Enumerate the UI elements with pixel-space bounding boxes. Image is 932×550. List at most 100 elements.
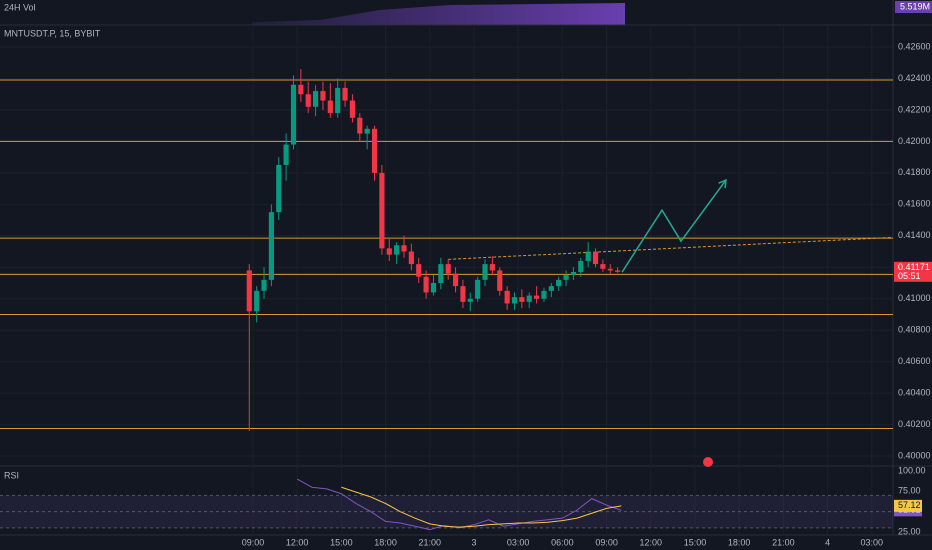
event-icon[interactable] — [703, 457, 713, 467]
candle-body — [460, 286, 466, 302]
candle-body — [526, 295, 532, 302]
candle-body — [600, 264, 606, 269]
y-tick-label: 0.41400 — [898, 230, 931, 240]
candle-body — [607, 268, 613, 271]
x-tick-label: 03:00 — [861, 537, 884, 547]
candle-body — [276, 165, 282, 213]
candle-body — [592, 251, 599, 265]
candle-body — [438, 264, 444, 283]
forecast-arrow — [621, 179, 727, 273]
y-tick-label: 0.42600 — [898, 41, 931, 51]
candle-body — [261, 279, 267, 291]
candle-body — [327, 100, 333, 114]
candle-body — [548, 286, 554, 291]
y-tick-label: 0.41800 — [898, 167, 931, 177]
candle-body — [357, 117, 363, 134]
x-tick-label: 15:00 — [330, 537, 353, 547]
x-tick-label: 15:00 — [684, 537, 707, 547]
last-price: 0.41171 — [898, 262, 930, 272]
rsi-tick-label: 75.00 — [898, 486, 921, 496]
rsi-title: RSI — [4, 470, 19, 480]
candle-body — [290, 84, 297, 145]
y-tick-label: 0.40600 — [898, 356, 931, 366]
candle-body — [298, 84, 304, 95]
candle-body — [371, 128, 378, 173]
volume-title: 24H Vol — [4, 2, 36, 12]
candle-body — [489, 264, 495, 271]
candle-body — [585, 251, 591, 261]
candle-body — [615, 270, 621, 272]
candle-body — [452, 273, 459, 287]
volume-badge — [895, 1, 932, 13]
candle-body — [578, 260, 584, 272]
candle-body — [335, 87, 341, 114]
y-tick-label: 0.41000 — [898, 293, 931, 303]
y-tick-label: 0.40800 — [898, 325, 931, 335]
y-tick-label: 0.41600 — [898, 199, 931, 209]
y-tick-label: 0.40200 — [898, 419, 931, 429]
candle-body — [349, 100, 356, 118]
candle-body — [283, 144, 289, 166]
candle-body — [320, 91, 326, 101]
candle-body — [445, 264, 451, 274]
candle-body — [556, 279, 562, 287]
x-tick-label: 3 — [471, 537, 476, 547]
candle-body — [386, 248, 392, 255]
y-tick-label: 0.40000 — [898, 450, 931, 460]
volume-histogram — [252, 3, 625, 25]
candle-body — [364, 128, 370, 134]
candle-body — [254, 290, 260, 312]
candle-body — [401, 245, 407, 252]
candle-body — [430, 282, 437, 293]
candle-body — [423, 276, 429, 293]
x-tick-label: 18:00 — [374, 537, 397, 547]
trend-line — [448, 236, 893, 260]
candle-body — [497, 270, 503, 291]
price-badge — [894, 261, 932, 282]
y-tick-label: 0.40400 — [898, 387, 931, 397]
candle-body — [246, 270, 252, 312]
x-tick-label: 06:00 — [551, 537, 574, 547]
volume-value: 5.519M — [900, 1, 930, 11]
x-tick-label: 4 — [825, 537, 830, 547]
x-tick-label: 12:00 — [640, 537, 663, 547]
chart-title: MNTUSDT.P, 15, BYBIT — [4, 28, 101, 38]
rsi-line — [296, 478, 622, 531]
rsi-tick-label: 100.00 — [898, 465, 926, 475]
y-tick-label: 0.42400 — [898, 73, 931, 83]
candle-body — [313, 91, 319, 107]
countdown: 05:51 — [898, 271, 921, 281]
candle-body — [475, 279, 481, 299]
y-tick-label: 0.42200 — [898, 104, 931, 114]
candle-body — [342, 87, 348, 101]
y-tick-label: 0.42000 — [898, 136, 931, 146]
x-tick-label: 09:00 — [242, 537, 265, 547]
candle-body — [268, 212, 274, 280]
x-tick-label: 21:00 — [419, 537, 442, 547]
candle-body — [570, 271, 577, 276]
candle-body — [482, 264, 488, 280]
x-tick-label: 18:00 — [728, 537, 751, 547]
candle-body — [408, 251, 414, 265]
x-tick-label: 03:00 — [507, 537, 530, 547]
candle-body — [534, 295, 540, 299]
rsi-tick-label: 25.00 — [898, 526, 921, 536]
plot-layer — [0, 25, 893, 535]
candle-body — [541, 290, 547, 299]
rsi-last: 57.12 — [898, 500, 921, 510]
arrow-head — [718, 178, 727, 189]
candle-body — [504, 290, 510, 304]
x-tick-label: 12:00 — [286, 537, 309, 547]
candle-body — [511, 297, 518, 304]
rsi-badge — [894, 499, 922, 512]
candle-body — [379, 172, 385, 249]
candle-body — [305, 94, 311, 107]
x-tick-label: 09:00 — [595, 537, 618, 547]
x-tick-label: 21:00 — [772, 537, 795, 547]
candle-body — [467, 298, 473, 302]
candle-body — [416, 264, 422, 277]
candle-body — [519, 297, 525, 302]
rsi-line — [341, 486, 622, 528]
